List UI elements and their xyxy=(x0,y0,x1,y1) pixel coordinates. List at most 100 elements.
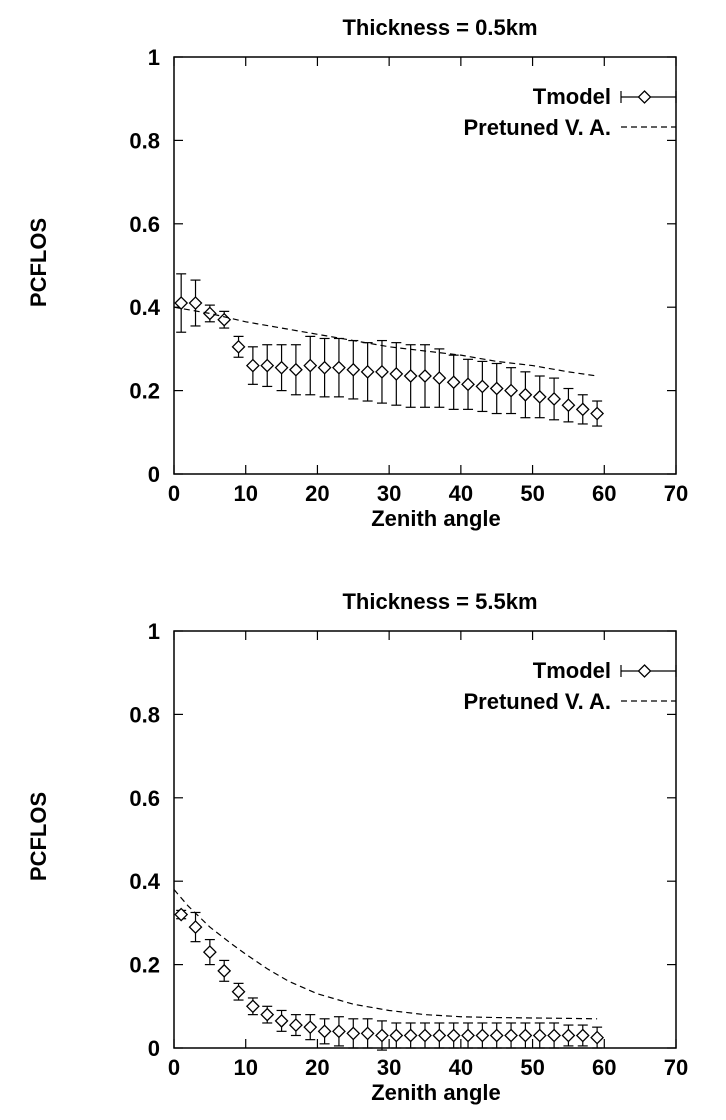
y-axis-label: PCFLOS xyxy=(26,792,51,881)
tmodel-point xyxy=(518,1028,533,1043)
y-tick-label: 1 xyxy=(148,619,160,644)
tmodel-point xyxy=(202,945,217,960)
y-tick-label: 0.6 xyxy=(129,212,160,237)
y-tick-label: 0.2 xyxy=(129,379,160,404)
tmodel-point xyxy=(288,362,303,377)
tmodel-point xyxy=(245,358,260,373)
tmodel-point xyxy=(360,364,375,379)
tmodel-point xyxy=(217,312,232,327)
tmodel-point xyxy=(245,999,260,1014)
legend-label-tmodel: Tmodel xyxy=(533,84,611,109)
tmodel-point xyxy=(561,1028,576,1043)
legend-diamond-marker xyxy=(637,90,652,104)
x-tick-label: 60 xyxy=(592,481,616,506)
chart-panel-thickness-0-5km: Thickness = 0.5km Zenith angle PCFLOS Tm… xyxy=(26,15,688,531)
tmodel-point xyxy=(475,1028,490,1043)
tmodel-point xyxy=(475,379,490,394)
tmodel-point xyxy=(504,383,518,398)
tmodel-point xyxy=(532,1028,547,1043)
x-tick-label: 50 xyxy=(520,1055,544,1080)
x-tick-label: 20 xyxy=(305,481,329,506)
tmodel-point xyxy=(432,1028,447,1043)
x-tick-label: 60 xyxy=(592,1055,616,1080)
tmodel-point xyxy=(375,364,389,379)
x-tick-label: 30 xyxy=(377,1055,401,1080)
tmodel-point xyxy=(332,1024,346,1039)
legend-label-pretuned: Pretuned V. A. xyxy=(463,689,611,714)
tmodel-point xyxy=(202,306,217,321)
x-tick-label: 50 xyxy=(520,481,544,506)
tmodel-point xyxy=(174,296,189,310)
tmodel-point xyxy=(375,1028,389,1043)
tmodel-point xyxy=(590,1030,605,1045)
x-tick-label: 40 xyxy=(449,1055,473,1080)
chart-title: Thickness = 0.5km xyxy=(342,15,537,40)
tmodel-point xyxy=(547,1028,562,1043)
x-tick-label: 70 xyxy=(664,481,688,506)
tmodel-point xyxy=(288,1018,303,1032)
tmodel-point xyxy=(547,392,562,406)
tmodel-point xyxy=(461,1028,475,1043)
chart-title: Thickness = 5.5km xyxy=(342,589,537,614)
plot-frame xyxy=(173,56,677,475)
y-tick-label: 0.8 xyxy=(129,128,160,153)
tmodel-point xyxy=(260,358,275,373)
tmodel-point xyxy=(590,406,605,421)
tmodel-point xyxy=(446,375,461,390)
tmodel-point xyxy=(532,389,547,404)
x-tick-label: 40 xyxy=(449,481,473,506)
x-tick-label: 30 xyxy=(377,481,401,506)
tmodel-point xyxy=(360,1026,375,1041)
tmodel-point xyxy=(346,1026,361,1041)
x-tick-label: 0 xyxy=(168,1055,180,1080)
chart-panel-thickness-5-5km: Thickness = 5.5km Zenith angle PCFLOS Tm… xyxy=(26,589,688,1105)
tmodel-point xyxy=(389,1028,404,1043)
tmodel-point xyxy=(303,1020,318,1035)
y-tick-label: 0.4 xyxy=(129,295,160,320)
tmodel-point xyxy=(317,360,332,375)
tmodel-point xyxy=(217,963,232,978)
legend-diamond-marker xyxy=(637,664,652,678)
y-tick-label: 0 xyxy=(148,462,160,487)
legend-label-pretuned: Pretuned V. A. xyxy=(463,115,611,140)
y-axis-label: PCFLOS xyxy=(26,218,51,307)
x-axis-label: Zenith angle xyxy=(371,506,501,531)
tmodel-point xyxy=(332,360,346,375)
tmodel-point xyxy=(231,984,246,999)
x-tick-label: 10 xyxy=(233,1055,257,1080)
tmodel-point xyxy=(504,1028,518,1043)
x-tick-label: 10 xyxy=(233,481,257,506)
tmodel-point xyxy=(446,1028,461,1043)
tmodel-point xyxy=(461,377,475,392)
x-tick-label: 20 xyxy=(305,1055,329,1080)
tmodel-point xyxy=(418,369,432,383)
x-tick-label: 70 xyxy=(664,1055,688,1080)
x-axis-label: Zenith angle xyxy=(371,1080,501,1105)
tmodel-point xyxy=(346,362,361,377)
tmodel-point xyxy=(274,360,289,375)
tmodel-point xyxy=(231,339,246,354)
y-tick-label: 1 xyxy=(148,45,160,70)
tmodel-point xyxy=(575,402,590,417)
tmodel-point xyxy=(575,1028,590,1043)
tmodel-point xyxy=(418,1028,432,1043)
tmodel-point xyxy=(188,296,203,310)
pretuned-va-dashed-line xyxy=(173,306,598,377)
tmodel-point xyxy=(489,381,504,396)
tmodel-point xyxy=(303,358,318,373)
pretuned-va-dashed-line xyxy=(173,889,598,1020)
tmodel-point xyxy=(403,369,418,383)
y-tick-label: 0.6 xyxy=(129,786,160,811)
y-tick-label: 0.8 xyxy=(129,702,160,727)
tmodel-point xyxy=(561,398,576,413)
tmodel-point xyxy=(432,371,447,386)
tmodel-point xyxy=(518,387,533,402)
tmodel-point xyxy=(389,367,404,381)
legend-label-tmodel: Tmodel xyxy=(533,658,611,683)
tmodel-point xyxy=(174,907,189,922)
y-tick-label: 0.4 xyxy=(129,869,160,894)
tmodel-point xyxy=(274,1013,289,1028)
tmodel-point xyxy=(489,1028,504,1043)
